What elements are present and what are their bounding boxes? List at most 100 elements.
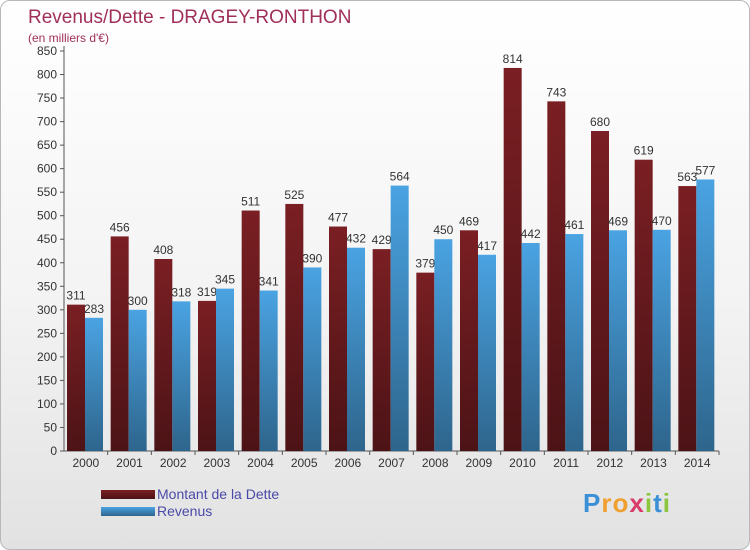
data-label: 619 (634, 144, 654, 158)
y-tick-label: 700 (37, 115, 57, 129)
y-tick-label: 500 (37, 209, 57, 223)
y-tick-label: 200 (37, 350, 57, 364)
y-tick-label: 300 (37, 303, 57, 317)
logo-letter: i (662, 488, 671, 518)
y-tick-label: 50 (44, 420, 58, 434)
bar-dette (67, 304, 85, 451)
legend-swatch-revenus (101, 507, 155, 516)
data-label: 311 (66, 289, 85, 303)
data-label: 390 (302, 251, 322, 265)
logo-letter: r (601, 488, 613, 518)
bar-revenus (347, 247, 365, 451)
y-tick-label: 100 (37, 397, 57, 411)
data-label: 477 (328, 211, 348, 225)
logo-letter: x (629, 488, 645, 518)
data-label: 456 (110, 220, 130, 234)
data-label: 511 (241, 195, 260, 209)
data-label: 564 (390, 170, 410, 184)
bar-revenus (128, 309, 147, 451)
bar-dette (547, 101, 566, 452)
legend-swatch-dette (101, 490, 155, 499)
x-tick-label: 2002 (160, 456, 187, 470)
data-label: 814 (503, 52, 523, 66)
bar-dette (416, 272, 435, 451)
data-label: 319 (197, 285, 217, 299)
data-label: 470 (652, 214, 672, 228)
x-tick-label: 2001 (116, 456, 143, 470)
y-tick-label: 750 (37, 91, 57, 105)
x-tick-label: 2009 (465, 456, 492, 470)
logo-letter: t (653, 488, 663, 518)
data-label: 461 (564, 218, 584, 232)
y-tick-label: 450 (37, 232, 57, 246)
data-label: 283 (84, 302, 104, 316)
x-tick-label: 2000 (72, 456, 99, 470)
bar-revenus (390, 185, 409, 451)
y-tick-label: 250 (37, 326, 57, 340)
bar-dette (678, 186, 697, 451)
x-tick-label: 2012 (596, 456, 623, 470)
chart-subtitle: (en milliers d'€) (28, 31, 109, 45)
x-tick-label: 2013 (640, 456, 667, 470)
data-label: 379 (415, 257, 435, 271)
data-label: 318 (171, 285, 191, 299)
data-label: 577 (695, 163, 715, 177)
y-tick-label: 650 (37, 138, 57, 152)
x-tick-label: 2006 (334, 456, 361, 470)
data-label: 450 (433, 223, 453, 237)
bar-revenus (609, 230, 627, 451)
bar-dette (198, 300, 216, 451)
bar-revenus (434, 239, 453, 451)
x-tick-label: 2007 (378, 456, 405, 470)
y-tick-label: 350 (37, 279, 57, 293)
y-tick-label: 150 (37, 373, 57, 387)
x-tick-label: 2010 (509, 456, 536, 470)
logo-letter: o (612, 488, 630, 518)
bar-revenus (172, 301, 191, 451)
y-tick-label: 550 (37, 185, 57, 199)
bar-revenus (259, 290, 278, 451)
y-tick-label: 400 (37, 256, 57, 270)
x-tick-label: 2011 (553, 456, 579, 470)
bar-revenus (565, 234, 584, 451)
data-label: 408 (153, 243, 173, 257)
data-label: 300 (128, 294, 148, 308)
bar-dette (372, 249, 391, 451)
y-tick-label: 850 (37, 44, 57, 58)
data-label: 345 (215, 273, 235, 287)
bar-dette (503, 67, 522, 452)
data-label: 743 (546, 85, 566, 99)
data-label: 432 (346, 232, 366, 246)
data-label: 680 (590, 115, 610, 129)
data-label: 525 (284, 188, 304, 202)
y-tick-label: 0 (50, 444, 57, 458)
data-label: 563 (677, 170, 697, 184)
bar-revenus (521, 243, 540, 451)
data-label: 442 (521, 227, 541, 241)
bar-dette (591, 131, 609, 451)
chart-title: Revenus/Dette - DRAGEY-RONTHON (28, 7, 352, 28)
bar-revenus (216, 288, 234, 451)
data-label: 417 (477, 239, 497, 253)
x-tick-label: 2008 (422, 456, 449, 470)
bar-revenus (85, 317, 103, 451)
x-tick-label: 2005 (291, 456, 318, 470)
bar-revenus (478, 254, 496, 451)
bar-revenus (696, 179, 715, 451)
logo-letter: P (583, 488, 602, 518)
bar-dette (460, 230, 478, 451)
legend-label-revenus: Revenus (157, 503, 213, 519)
logo-letter: i (644, 488, 654, 518)
x-tick-label: 2014 (684, 456, 711, 470)
bar-dette (241, 210, 260, 451)
data-label: 429 (372, 233, 392, 247)
data-label: 341 (259, 275, 279, 289)
proxiti-logo: Proxiti (583, 488, 671, 519)
data-label: 469 (608, 214, 628, 228)
y-tick-label: 800 (37, 68, 57, 82)
bar-dette (329, 226, 347, 451)
bar-revenus (652, 229, 671, 451)
bar-revenus (303, 267, 322, 451)
